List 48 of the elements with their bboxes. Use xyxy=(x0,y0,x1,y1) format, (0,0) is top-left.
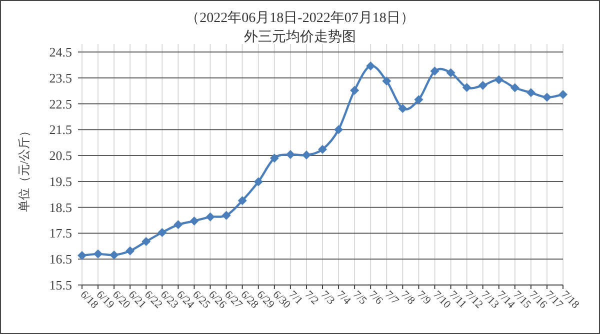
point xyxy=(126,246,135,256)
point xyxy=(382,76,392,86)
x-tick-label: 7/9 xyxy=(414,288,434,308)
point xyxy=(78,250,86,260)
point xyxy=(558,90,568,99)
point xyxy=(510,83,520,92)
y-tick-label: 22.5 xyxy=(49,96,72,112)
point xyxy=(190,216,199,226)
chart-subtitle: 外三元均价走势图 xyxy=(244,29,356,45)
y-tick-label: 18.5 xyxy=(49,200,72,215)
point xyxy=(446,68,456,78)
point xyxy=(334,125,344,134)
y-tick-label: 21.5 xyxy=(49,122,72,138)
point xyxy=(94,249,103,258)
point xyxy=(318,144,327,154)
chart-title: （2022年06月18日-2022年07月18日） xyxy=(186,10,414,26)
point xyxy=(238,196,247,206)
y-tick-label: 15.5 xyxy=(49,278,72,292)
point xyxy=(270,154,279,163)
y-tick-label: 17.5 xyxy=(49,226,72,241)
x-tick-label: 7/7 xyxy=(382,288,402,308)
y-tick-label: 24.5 xyxy=(49,44,72,60)
x-tick-label: 7/8 xyxy=(398,288,418,308)
point xyxy=(286,150,295,160)
point xyxy=(462,82,472,92)
point xyxy=(478,80,488,90)
point xyxy=(398,104,408,113)
y-tick-label: 19.5 xyxy=(49,174,72,189)
point xyxy=(110,250,119,260)
x-tick-label: 7/2 xyxy=(302,288,321,308)
point xyxy=(414,95,424,104)
point xyxy=(526,88,536,98)
point xyxy=(366,61,376,70)
y-tick-label: 23.5 xyxy=(49,70,72,86)
y-tick-label: 16.5 xyxy=(49,252,72,267)
point xyxy=(254,177,263,186)
point xyxy=(494,75,504,84)
point xyxy=(174,220,183,230)
y-axis-title: 单位（元/公斤） xyxy=(17,124,31,212)
point xyxy=(302,150,311,160)
point xyxy=(542,92,552,102)
point xyxy=(350,86,360,95)
y-tick-label: 20.5 xyxy=(49,148,72,164)
point xyxy=(206,212,215,222)
point xyxy=(222,210,231,220)
point xyxy=(430,66,440,76)
point xyxy=(158,228,167,237)
point xyxy=(142,237,151,246)
